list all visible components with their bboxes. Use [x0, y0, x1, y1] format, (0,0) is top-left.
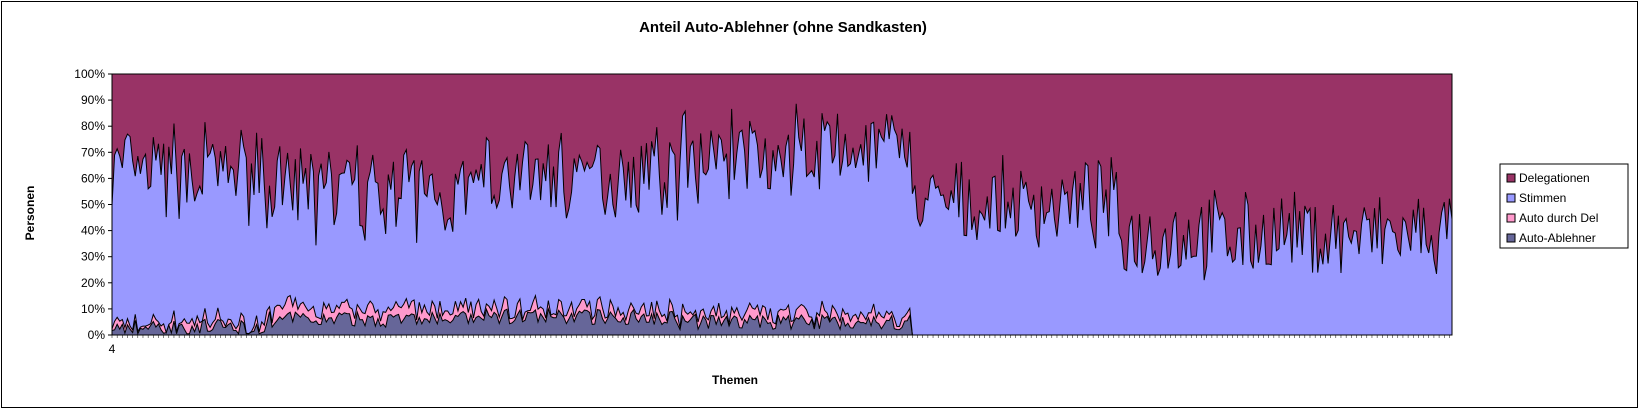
legend-label: Stimmen	[1519, 191, 1566, 205]
x-axis-label: Themen	[712, 373, 758, 387]
y-tick-label: 100%	[74, 67, 105, 81]
y-axis: 0% 10% 20% 30% 40% 50% 60% 70% 80% 90% 100%	[74, 67, 112, 342]
line-stimmen	[111, 103, 1453, 281]
y-tick-label: 20%	[81, 276, 105, 290]
y-tick-label: 70%	[81, 145, 105, 159]
legend: Delegationen Stimmen Auto durch Del Auto-Ab…	[1499, 163, 1629, 249]
legend-swatch	[1506, 173, 1516, 183]
y-axis-label: Personen	[23, 186, 37, 241]
y-tick-label: 30%	[81, 250, 105, 264]
y-tick-label: 60%	[81, 171, 105, 185]
area-auto-ablehner	[112, 308, 1452, 335]
plot-area	[111, 73, 1453, 336]
x-tick-label: 4	[109, 342, 116, 356]
legend-label: Delegationen	[1519, 171, 1590, 185]
legend-swatch	[1506, 193, 1516, 203]
x-axis: 4	[109, 335, 1450, 356]
y-tick-label: 50%	[81, 198, 105, 212]
y-tick-label: 40%	[81, 224, 105, 238]
legend-label: Auto durch Del	[1519, 211, 1598, 225]
area-stimmen	[112, 103, 1452, 335]
legend-label: Auto-Ablehner	[1519, 231, 1596, 245]
legend-swatch	[1506, 213, 1516, 223]
y-tick-label: 90%	[81, 93, 105, 107]
y-tick-label: 10%	[81, 302, 105, 316]
legend-swatch	[1506, 233, 1516, 243]
y-tick-label: 0%	[88, 328, 106, 342]
legend-box	[1499, 163, 1629, 249]
y-tick-label: 80%	[81, 119, 105, 133]
chart-title: Anteil Auto-Ablehner (ohne Sandkasten)	[639, 19, 927, 36]
